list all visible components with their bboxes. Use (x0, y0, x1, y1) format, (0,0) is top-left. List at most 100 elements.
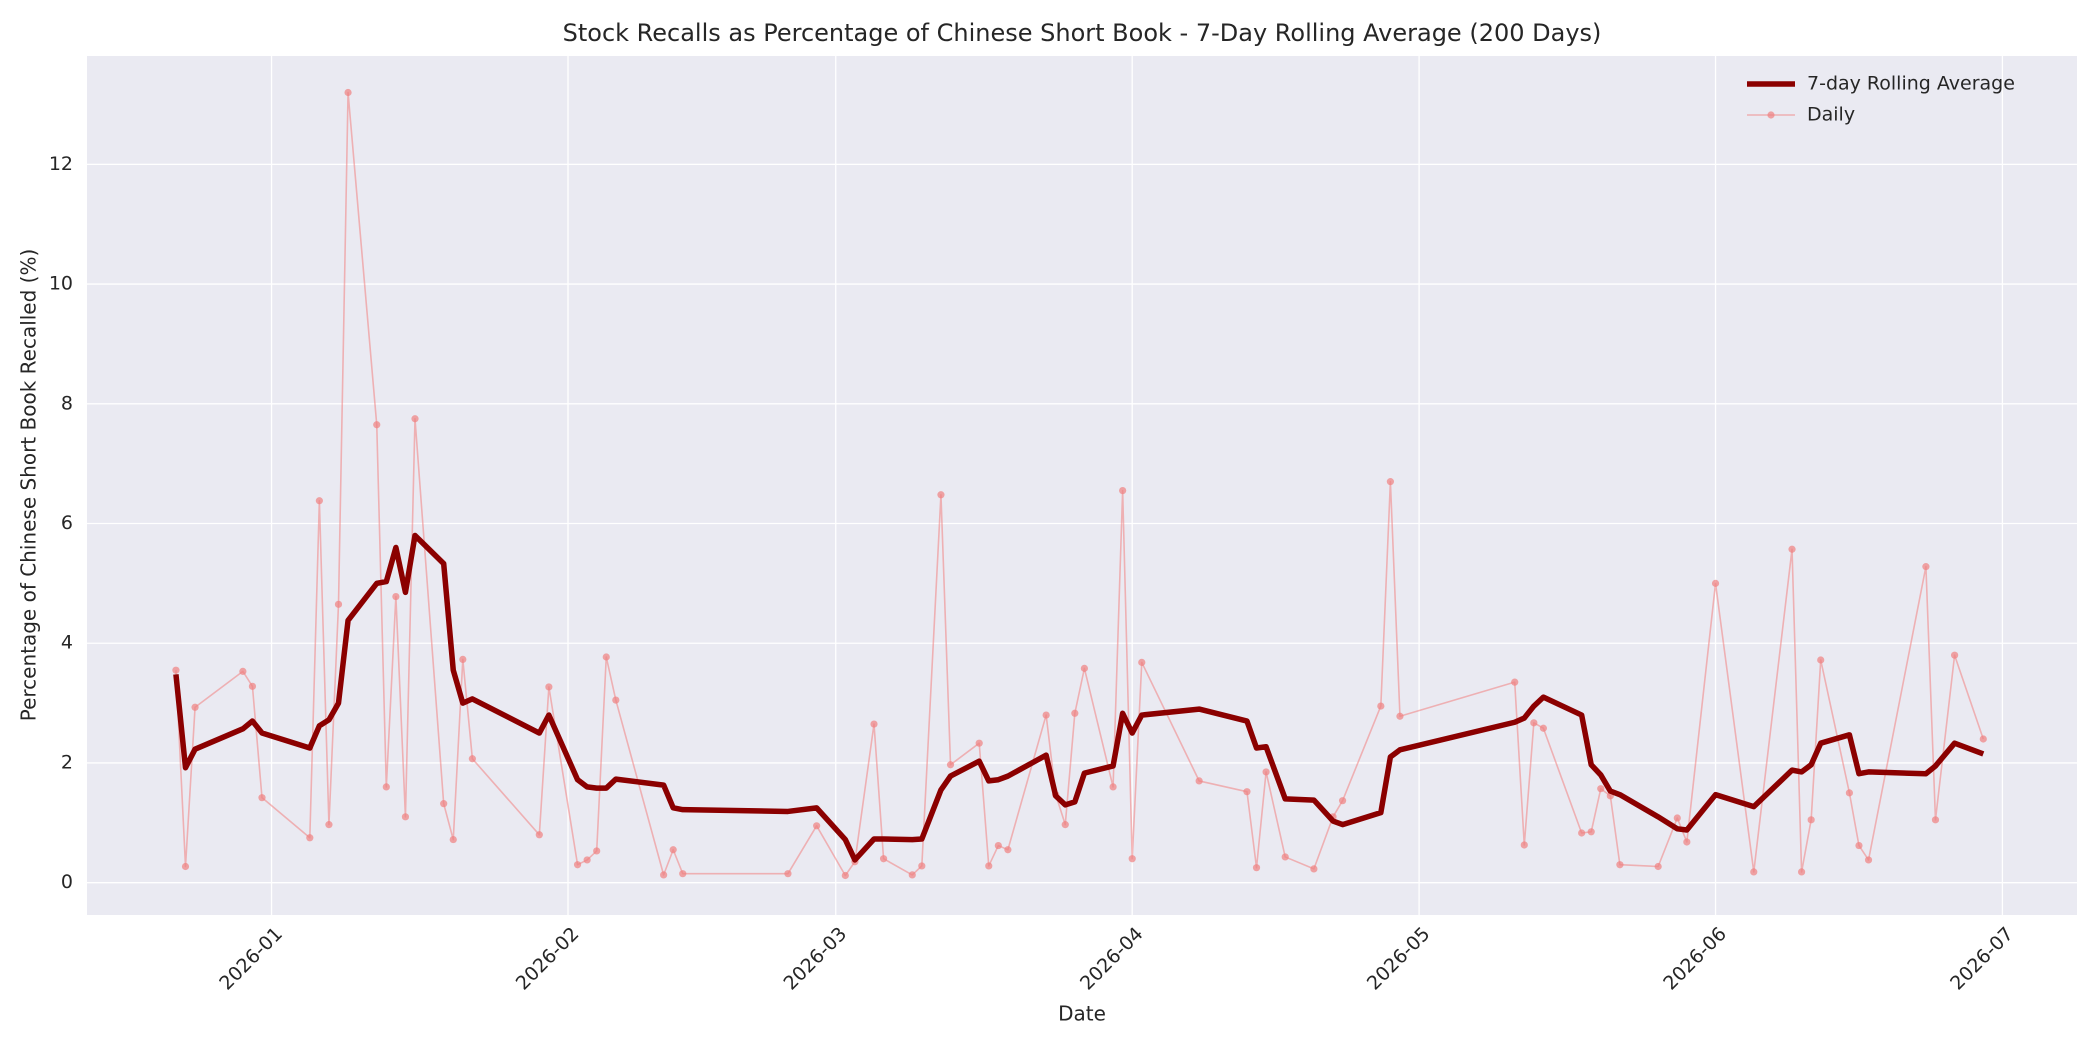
data-point (1797, 868, 1806, 876)
data-line (173, 532, 1985, 863)
legend-label: 7-day Rolling Average (1807, 73, 2015, 95)
data-point (985, 862, 993, 870)
x-tick-label: 2026-03 (779, 923, 851, 995)
data-point (239, 667, 247, 675)
data-point (172, 666, 180, 674)
y-axis-label: Percentage of Chinese Short Book Recalle… (17, 249, 41, 722)
data-point (1922, 563, 1930, 571)
data-point (1071, 709, 1079, 717)
data-point (411, 415, 419, 423)
data-point (306, 834, 314, 842)
data-point (382, 783, 390, 791)
data-point (1530, 719, 1538, 727)
data-point (1310, 865, 1318, 873)
data-point (468, 755, 476, 763)
x-tick-label: 2026-07 (1946, 923, 2018, 995)
data-point (181, 862, 190, 871)
data-point (1597, 785, 1605, 793)
data-point (918, 862, 926, 870)
data-point (660, 871, 668, 879)
data-point (1931, 816, 1940, 824)
data-point (1788, 545, 1796, 553)
data-point (373, 421, 381, 429)
data-point (1673, 814, 1681, 822)
data-point (784, 870, 792, 878)
data-point (679, 870, 687, 878)
x-tick-label: 2026-06 (1659, 923, 1731, 995)
legend-marker (1767, 111, 1775, 119)
data-point (994, 841, 1002, 850)
data-point (459, 655, 467, 663)
data-point (870, 720, 878, 728)
data-point (1195, 777, 1203, 785)
data-point (1587, 828, 1595, 836)
data-point (1061, 821, 1069, 829)
data-point (612, 696, 620, 704)
data-point (1004, 846, 1012, 854)
data-point (440, 800, 448, 808)
legend-label: Daily (1807, 104, 1855, 126)
data-point (248, 682, 257, 690)
data-point (258, 794, 266, 802)
y-tick-label: 6 (61, 512, 73, 534)
x-tick-label: 2026-05 (1363, 923, 1435, 995)
y-tick-label: 0 (61, 871, 73, 893)
data-point (1539, 724, 1548, 732)
data-point (535, 831, 543, 839)
data-point (602, 653, 610, 661)
data-point (1109, 783, 1117, 791)
data-point (1119, 486, 1127, 495)
x-tick-label: 2026-04 (1076, 923, 1148, 995)
data-point (813, 822, 821, 830)
data-point (392, 592, 400, 601)
data-point (1511, 678, 1519, 686)
x-tick-label: 2026-01 (215, 923, 287, 995)
data-point (841, 871, 849, 880)
data-point (1807, 816, 1815, 824)
data-point (545, 683, 553, 691)
data-point (1252, 864, 1261, 872)
data-point (1750, 868, 1758, 876)
data-point (315, 497, 323, 505)
data-point (1817, 656, 1825, 664)
y-tick-label: 8 (61, 392, 73, 414)
data-point (1338, 797, 1347, 805)
data-point (1396, 712, 1404, 720)
y-tick-label: 10 (49, 273, 73, 295)
data-point (401, 813, 410, 821)
data-point (908, 871, 916, 879)
data-point (1683, 838, 1691, 846)
data-point (1243, 788, 1251, 796)
chart-title: Stock Recalls as Percentage of Chinese S… (563, 19, 1602, 47)
data-point (449, 835, 457, 844)
data-point (1864, 856, 1873, 864)
data-point (879, 855, 888, 863)
data-point (1979, 735, 1987, 743)
data-point (1654, 862, 1662, 871)
data-point (1711, 579, 1720, 587)
data-point (1281, 853, 1289, 861)
data-point (344, 88, 352, 97)
data-point (1080, 664, 1088, 672)
data-point (1138, 658, 1146, 666)
data-point (593, 847, 601, 855)
data-point (1845, 789, 1854, 797)
data-point (975, 739, 983, 747)
data-point (573, 861, 582, 869)
y-tick-label: 12 (49, 153, 73, 175)
data-point (191, 703, 199, 711)
data-point (1377, 702, 1385, 710)
x-tick-label: 2026-02 (512, 923, 584, 995)
data-point (1578, 829, 1586, 837)
y-tick-label: 4 (61, 632, 73, 654)
data-point (669, 846, 677, 854)
data-point (1520, 841, 1528, 849)
data-point (334, 600, 343, 608)
data-point (1855, 841, 1863, 850)
data-point (946, 761, 955, 769)
y-tick-label: 2 (61, 751, 73, 773)
data-point (937, 491, 945, 499)
data-point (325, 821, 333, 829)
data-point (1386, 478, 1394, 486)
